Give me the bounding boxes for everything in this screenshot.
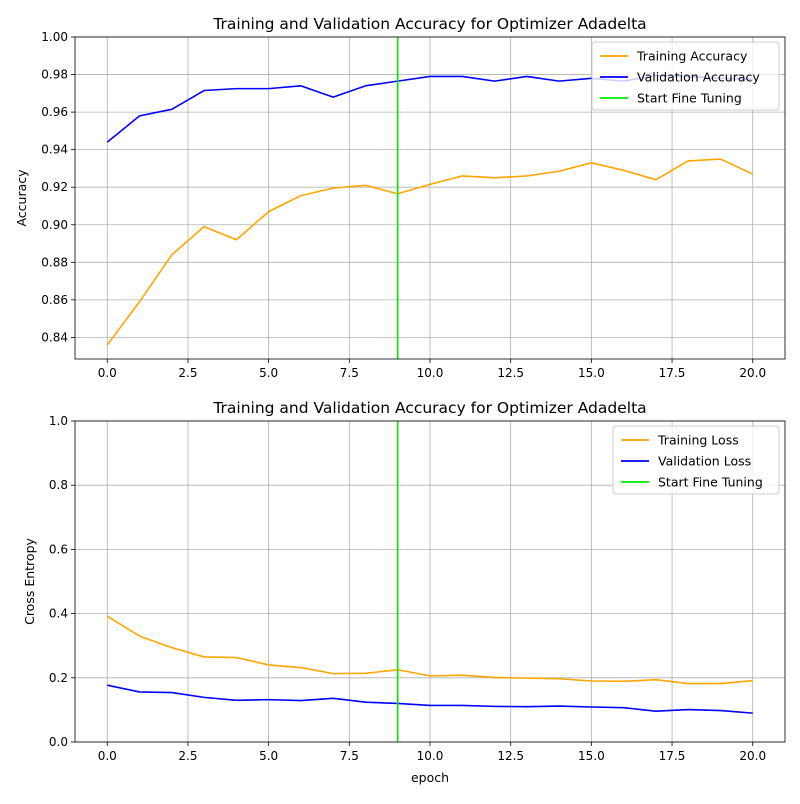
legend-box: [591, 41, 780, 111]
chart-panel-2: 0.0 2.5 5.0 7.5 10.0 12.5 15.0 17.5 20.0 0.0 0.2 0.…: [22, 399, 786, 785]
x-tick-label: 20.0: [739, 749, 766, 763]
x-tick-label: 10.0: [417, 749, 444, 763]
y-tick-label: 1.00: [41, 30, 68, 44]
chart-title: Training and Validation Accuracy for Opt…: [212, 399, 646, 417]
y-tick-label: 1.0: [49, 414, 68, 428]
y-tick-label: 0.94: [41, 143, 68, 157]
y-tick-label: 0.84: [41, 330, 68, 344]
chart-panel-1: 0.0 2.5 5.0 7.5 10.0 12.5 15.0 17.5 20.0 0.84 0.86…: [14, 15, 786, 380]
y-tick-label: 0.4: [49, 607, 68, 621]
y-tick-label: 0.6: [49, 542, 68, 556]
series-line-training-accuracy: [106, 158, 754, 346]
x-tick-label: 10.0: [417, 366, 444, 380]
x-tick-label: 17.5: [659, 366, 686, 380]
y-tick-label: 0.8: [49, 478, 68, 492]
x-axis-label: epoch: [411, 770, 449, 785]
y-tick-label: 0.2: [49, 671, 68, 685]
x-tick-label: 15.0: [578, 749, 605, 763]
x-tick-label: 20.0: [739, 366, 766, 380]
x-tick-label: 7.5: [340, 749, 359, 763]
series-line-validation-loss: [107, 684, 753, 714]
x-tick-label: 0.0: [98, 366, 117, 380]
y-tick-label: 0.0: [49, 735, 68, 749]
x-tick-label: 5.0: [259, 366, 278, 380]
chart-title: Training and Validation Accuracy for Opt…: [212, 15, 646, 33]
legend-label: Start Fine Tuning: [658, 475, 763, 490]
legend-label: Validation Loss: [658, 454, 751, 469]
legend: Training Accuracy Validation Accuracy Star…: [591, 41, 780, 111]
x-tick-label: 17.5: [659, 749, 686, 763]
x-tick-label: 12.5: [497, 749, 524, 763]
y-tick-label: 0.86: [41, 293, 68, 307]
x-tick-label: 2.5: [178, 366, 197, 380]
y-tick-label: 0.98: [41, 68, 68, 82]
legend: Training Loss Validation Loss Start Fine T…: [612, 425, 780, 495]
x-tick-label: 5.0: [259, 749, 278, 763]
x-tick-label: 0.0: [98, 749, 117, 763]
y-tick-label: 0.90: [41, 218, 68, 232]
x-tick-label: 12.5: [497, 366, 524, 380]
legend-box: [612, 425, 780, 495]
x-tick-label: 15.0: [578, 366, 605, 380]
legend-label: Validation Accuracy: [637, 70, 760, 85]
y-tick-label: 0.88: [41, 255, 68, 269]
x-tick-label: 2.5: [178, 749, 197, 763]
y-tick-label: 0.92: [41, 180, 68, 194]
legend-label: Training Accuracy: [636, 49, 748, 64]
legend-label: Training Loss: [657, 433, 739, 448]
x-tick-label: 7.5: [340, 366, 359, 380]
series-line-training-loss: [106, 615, 753, 685]
y-axis-label: Cross Entropy: [22, 537, 37, 624]
legend-label: Start Fine Tuning: [637, 91, 742, 106]
y-axis-label: Accuracy: [14, 169, 29, 227]
y-tick-label: 0.96: [41, 105, 68, 119]
